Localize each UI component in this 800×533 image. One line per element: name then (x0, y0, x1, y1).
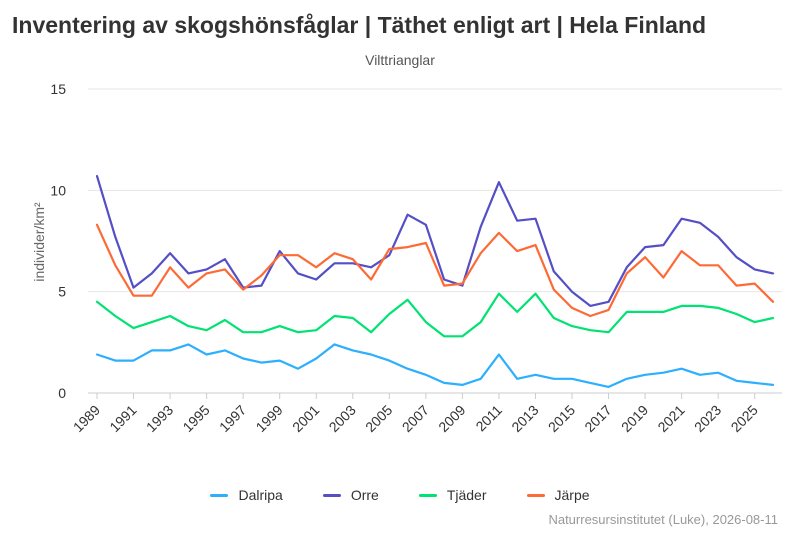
series-line-tjäder[interactable] (95, 292, 775, 338)
x-tick-label: 1991 (106, 402, 139, 435)
y-tick-label: 15 (50, 81, 66, 97)
x-tick-label: 2013 (508, 402, 541, 435)
x-tick-label: 2025 (728, 402, 761, 435)
legend-swatch (418, 493, 437, 497)
x-tick-label: 2001 (289, 402, 322, 435)
x-tick-label: 2011 (472, 402, 505, 435)
legend-item-järpe[interactable]: Järpe (526, 487, 590, 503)
series-line-järpe[interactable] (95, 223, 775, 318)
x-tick-label: 2015 (545, 402, 578, 435)
x-tick-label: 1997 (216, 402, 249, 435)
x-tick-label: 2009 (435, 402, 468, 435)
chart-subtitle: Vilttrianglar (365, 52, 435, 68)
x-tick-label: 2007 (399, 402, 432, 435)
x-tick-label: 2003 (326, 402, 359, 435)
x-tick-label: 1989 (70, 402, 103, 435)
x-tick-label: 1995 (179, 402, 212, 435)
x-tick-label: 1999 (252, 402, 285, 435)
y-axis-label: individer/km² (31, 202, 47, 282)
legend-swatch (322, 493, 341, 497)
x-tick-label: 2019 (618, 402, 651, 435)
credits: Naturresursinstitutet (Luke), 2026-08-11 (548, 512, 778, 527)
y-tick-labels: 0 5 10 15 (50, 81, 66, 401)
legend-swatch (526, 493, 545, 497)
series-line-orre[interactable] (95, 175, 775, 307)
series-lines (95, 175, 775, 388)
legend-item-orre[interactable]: Orre (322, 487, 379, 503)
chart-title: Inventering av skogshönsfåglar | Täthet … (12, 12, 707, 38)
x-tick-label: 2023 (691, 402, 724, 435)
legend-label: Järpe (554, 487, 590, 503)
legend: Dalripa Orre Tjäder Järpe (0, 487, 800, 503)
legend-item-tjäder[interactable]: Tjäder (418, 487, 487, 503)
x-tick-label: 1993 (143, 402, 176, 435)
legend-swatch (210, 493, 229, 497)
legend-label: Orre (350, 487, 379, 503)
series-line-dalripa[interactable] (95, 343, 775, 388)
x-tick-label: 2005 (362, 402, 395, 435)
x-tick-labels: 1989 1991 1993 1995 1997 1999 2001 2003 2005 2007… (70, 393, 761, 435)
y-tick-label: 10 (50, 182, 66, 198)
gridlines (88, 88, 782, 394)
legend-label: Dalripa (238, 487, 283, 503)
y-tick-label: 5 (58, 284, 66, 300)
x-tick-label: 2021 (654, 402, 687, 435)
x-tick-label: 2017 (581, 402, 614, 435)
legend-item-dalripa[interactable]: Dalripa (210, 487, 283, 503)
y-tick-label: 0 (58, 385, 66, 401)
legend-label: Tjäder (446, 487, 487, 503)
